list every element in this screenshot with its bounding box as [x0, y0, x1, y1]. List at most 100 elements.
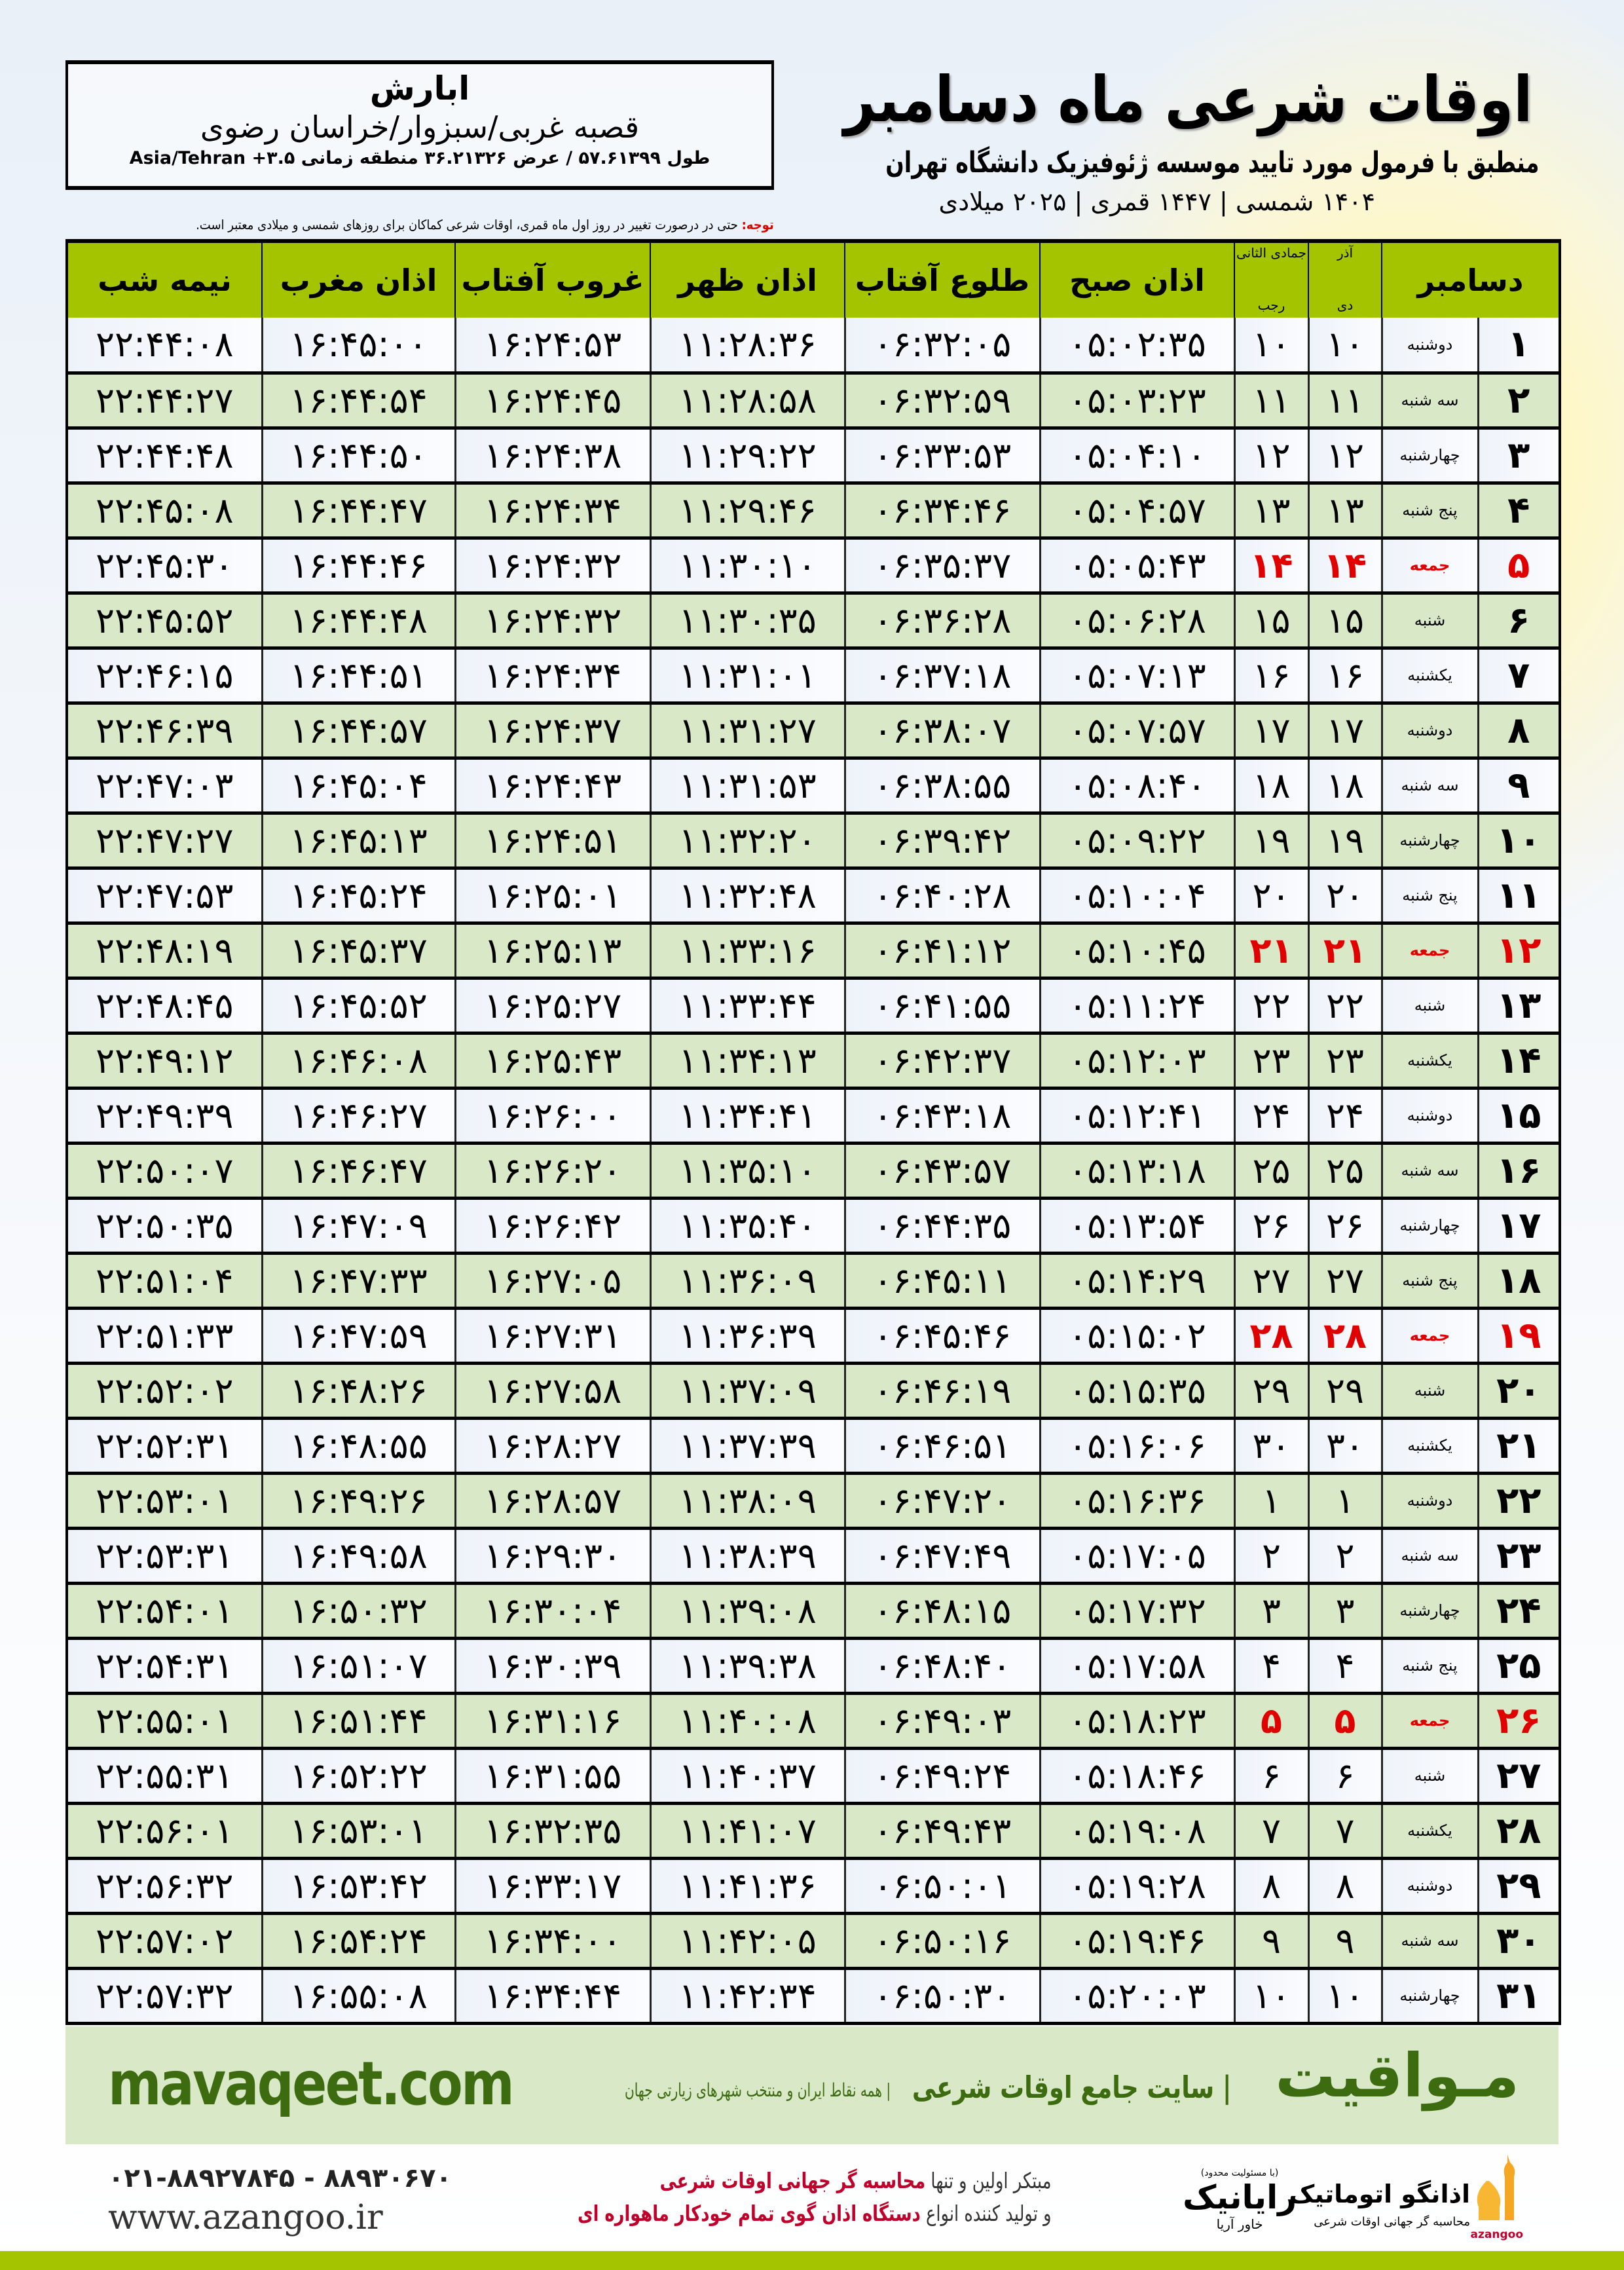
sunrise-time: ۰۶:۳۲:۵۹: [843, 373, 1040, 430]
day-number: ۱۶: [1477, 1143, 1561, 1200]
fajr-time: ۰۵:۱۱:۲۴: [1039, 978, 1234, 1035]
maghrib-time: ۱۶:۴۹:۲۶: [261, 1473, 455, 1530]
sunrise-time: ۰۶:۳۷:۱۸: [843, 648, 1040, 705]
dhuhr-time: ۱۱:۲۸:۳۶: [649, 318, 845, 375]
rajab-date: ۲۲: [1233, 978, 1308, 1035]
sunrise-time: ۰۶:۴۱:۱۲: [843, 923, 1040, 980]
sunset-time: ۱۶:۲۷:۰۵: [454, 1253, 650, 1310]
maghrib-time: ۱۶:۵۲:۲۲: [261, 1748, 455, 1805]
day-number: ۲۷: [1477, 1748, 1561, 1805]
sunset-time: ۱۶:۲۶:۴۲: [454, 1198, 650, 1255]
day-number: ۱: [1477, 318, 1561, 375]
weekday: جمعه: [1380, 538, 1478, 595]
sunset-time: ۱۶:۲۵:۰۱: [454, 868, 650, 925]
maghrib-time: ۱۶:۴۷:۰۹: [261, 1198, 455, 1255]
dey-date: ۷: [1307, 1803, 1382, 1860]
day-number: ۲۰: [1477, 1363, 1561, 1420]
dhuhr-time: ۱۱:۳۶:۰۹: [649, 1253, 845, 1310]
prayer-times-table: دسامبر آذر دی جمادی الثانی رجب اذان صبح طل…: [65, 239, 1561, 2025]
rajab-date: ۱۷: [1233, 703, 1308, 760]
midnight-time: ۲۲:۴۷:۲۷: [65, 813, 262, 870]
weekday: سه شنبه: [1380, 758, 1478, 815]
city-name: ابارش: [369, 69, 470, 107]
maghrib-time: ۱۶:۴۶:۰۸: [261, 1033, 455, 1090]
maghrib-time: ۱۶:۴۵:۰۰: [261, 318, 455, 375]
weekday: دوشنبه: [1380, 1858, 1478, 1915]
dey-date: ۱۹: [1307, 813, 1382, 870]
site-url[interactable]: mavaqeet.com: [108, 2049, 515, 2119]
sunrise-time: ۰۶:۴۶:۵۱: [843, 1418, 1040, 1475]
table-row: ۱۷ چهارشنبه ۲۶ ۲۶ ۰۵:۱۳:۵۴ ۰۶:۴۴:۳۵ ۱۱:۳۵:۴۰ ۱۶…: [65, 1198, 1561, 1255]
midnight-time: ۲۲:۵۴:۰۱: [65, 1583, 262, 1640]
weekday: شنبه: [1380, 1748, 1478, 1805]
tagline-secondary: | همه نقاط ایران و منتخب شهرهای زیارتی ج…: [624, 2079, 891, 2101]
midnight-time: ۲۲:۵۵:۳۱: [65, 1748, 262, 1805]
table-row: ۲۷ شنبه ۶ ۶ ۰۵:۱۸:۴۶ ۰۶:۴۹:۲۴ ۱۱:۴۰:۳۷ ۱۶:۳۱:۵۵…: [65, 1748, 1561, 1805]
sunset-time: ۱۶:۲۴:۳۲: [454, 593, 650, 650]
sunrise-time: ۰۶:۳۴:۴۶: [843, 483, 1040, 540]
sunset-time: ۱۶:۲۵:۴۳: [454, 1033, 650, 1090]
table-row: ۱۰ چهارشنبه ۱۹ ۱۹ ۰۵:۰۹:۲۲ ۰۶:۳۹:۴۲ ۱۱:۳۲:۲۰ ۱۶…: [65, 813, 1561, 870]
table-header: دسامبر آذر دی جمادی الثانی رجب اذان صبح طل…: [65, 239, 1561, 318]
table-row: ۱۹ جمعه ۲۸ ۲۸ ۰۵:۱۵:۰۲ ۰۶:۴۵:۴۶ ۱۱:۳۶:۳۹ ۱۶:۲۷:…: [65, 1308, 1561, 1365]
sunrise-time: ۰۶:۴۹:۴۳: [843, 1803, 1040, 1860]
table-row: ۸ دوشنبه ۱۷ ۱۷ ۰۵:۰۷:۵۷ ۰۶:۳۸:۰۷ ۱۱:۳۱:۲۷ ۱۶:۲۴…: [65, 703, 1561, 760]
sunrise-time: ۰۶:۳۸:۰۷: [843, 703, 1040, 760]
dey-date: ۳۰: [1307, 1418, 1382, 1475]
dey-date: ۲۱: [1307, 923, 1382, 980]
day-number: ۲۴: [1477, 1583, 1561, 1640]
tagline: | سایت جامع اوقات شرعی: [912, 2070, 1231, 2105]
sunset-time: ۱۶:۲۸:۲۷: [454, 1418, 650, 1475]
sunrise-time: ۰۶:۳۳:۵۳: [843, 428, 1040, 485]
fajr-time: ۰۵:۱۲:۰۳: [1039, 1033, 1234, 1090]
dhuhr-time: ۱۱:۳۷:۰۹: [649, 1363, 845, 1420]
day-number: ۵: [1477, 538, 1561, 595]
brand-logo-text: مـواقیت: [1275, 2041, 1519, 2111]
table-row: ۱۶ سه شنبه ۲۵ ۲۵ ۰۵:۱۳:۱۸ ۰۶:۴۳:۵۷ ۱۱:۳۵:۱۰ ۱۶:…: [65, 1143, 1561, 1200]
rajab-date: ۱۴: [1233, 538, 1308, 595]
fajr-time: ۰۵:۱۷:۵۸: [1039, 1638, 1234, 1695]
weekday: سه شنبه: [1380, 1528, 1478, 1585]
rajab-date: ۱۱: [1233, 373, 1308, 430]
table-row: ۲۸ یکشنبه ۷ ۷ ۰۵:۱۹:۰۸ ۰۶:۴۹:۴۳ ۱۱:۴۱:۰۷ ۱۶:۳۲:…: [65, 1803, 1561, 1860]
day-number: ۲۳: [1477, 1528, 1561, 1585]
weekday: جمعه: [1380, 1693, 1478, 1750]
fajr-time: ۰۵:۰۷:۱۳: [1039, 648, 1234, 705]
sunset-time: ۱۶:۳۴:۰۰: [454, 1913, 650, 1970]
azangoo-url[interactable]: www.azangoo.ir: [108, 2198, 383, 2237]
day-number: ۱۸: [1477, 1253, 1561, 1310]
maghrib-time: ۱۶:۵۱:۴۴: [261, 1693, 455, 1750]
dhuhr-time: ۱۱:۳۴:۱۳: [649, 1033, 845, 1090]
rajab-date: ۱۹: [1233, 813, 1308, 870]
sunrise-time: ۰۶:۴۶:۱۹: [843, 1363, 1040, 1420]
sunrise-time: ۰۶:۴۳:۵۷: [843, 1143, 1040, 1200]
midnight-time: ۲۲:۵۱:۰۴: [65, 1253, 262, 1310]
weekday: سه شنبه: [1380, 1913, 1478, 1970]
header-rajab-label: رجب: [1257, 297, 1285, 313]
midnight-time: ۲۲:۴۹:۳۹: [65, 1088, 262, 1145]
dey-date: ۲۰: [1307, 868, 1382, 925]
sunrise-time: ۰۶:۳۶:۲۸: [843, 593, 1040, 650]
table-row: ۲۵ پنج شنبه ۴ ۴ ۰۵:۱۷:۵۸ ۰۶:۴۸:۴۰ ۱۱:۳۹:۳۸ ۱۶:۳…: [65, 1638, 1561, 1695]
sunset-time: ۱۶:۲۴:۳۴: [454, 483, 650, 540]
table-row: ۳۰ سه شنبه ۹ ۹ ۰۵:۱۹:۴۶ ۰۶:۵۰:۱۶ ۱۱:۴۲:۰۵ ۱۶:۳۴…: [65, 1913, 1561, 1970]
dhuhr-time: ۱۱:۴۰:۰۸: [649, 1693, 845, 1750]
rajab-date: ۲۵: [1233, 1143, 1308, 1200]
table-row: ۱۱ پنج شنبه ۲۰ ۲۰ ۰۵:۱۰:۰۴ ۰۶:۴۰:۲۸ ۱۱:۳۲:۴۸ ۱۶…: [65, 868, 1561, 925]
fajr-time: ۰۵:۱۶:۳۶: [1039, 1473, 1234, 1530]
note: توجه: حتی در درصورت تغییر در روز اول ماه…: [196, 216, 774, 233]
midnight-time: ۲۲:۵۶:۳۲: [65, 1858, 262, 1915]
fajr-time: ۰۵:۰۴:۱۰: [1039, 428, 1234, 485]
fajr-time: ۰۵:۱۹:۲۸: [1039, 1858, 1234, 1915]
region-name: قصبه غربی/سبزوار/خراسان رضوی: [200, 109, 640, 145]
maghrib-time: ۱۶:۵۳:۰۱: [261, 1803, 455, 1860]
maghrib-time: ۱۶:۵۴:۲۴: [261, 1913, 455, 1970]
dey-date: ۱۱: [1307, 373, 1382, 430]
dhuhr-time: ۱۱:۳۳:۴۴: [649, 978, 845, 1035]
weekday: جمعه: [1380, 923, 1478, 980]
maghrib-time: ۱۶:۴۵:۵۲: [261, 978, 455, 1035]
sunset-time: ۱۶:۲۴:۳۷: [454, 703, 650, 760]
rajab-date: ۱۸: [1233, 758, 1308, 815]
dhuhr-time: ۱۱:۳۲:۴۸: [649, 868, 845, 925]
rajab-date: ۳۰: [1233, 1418, 1308, 1475]
